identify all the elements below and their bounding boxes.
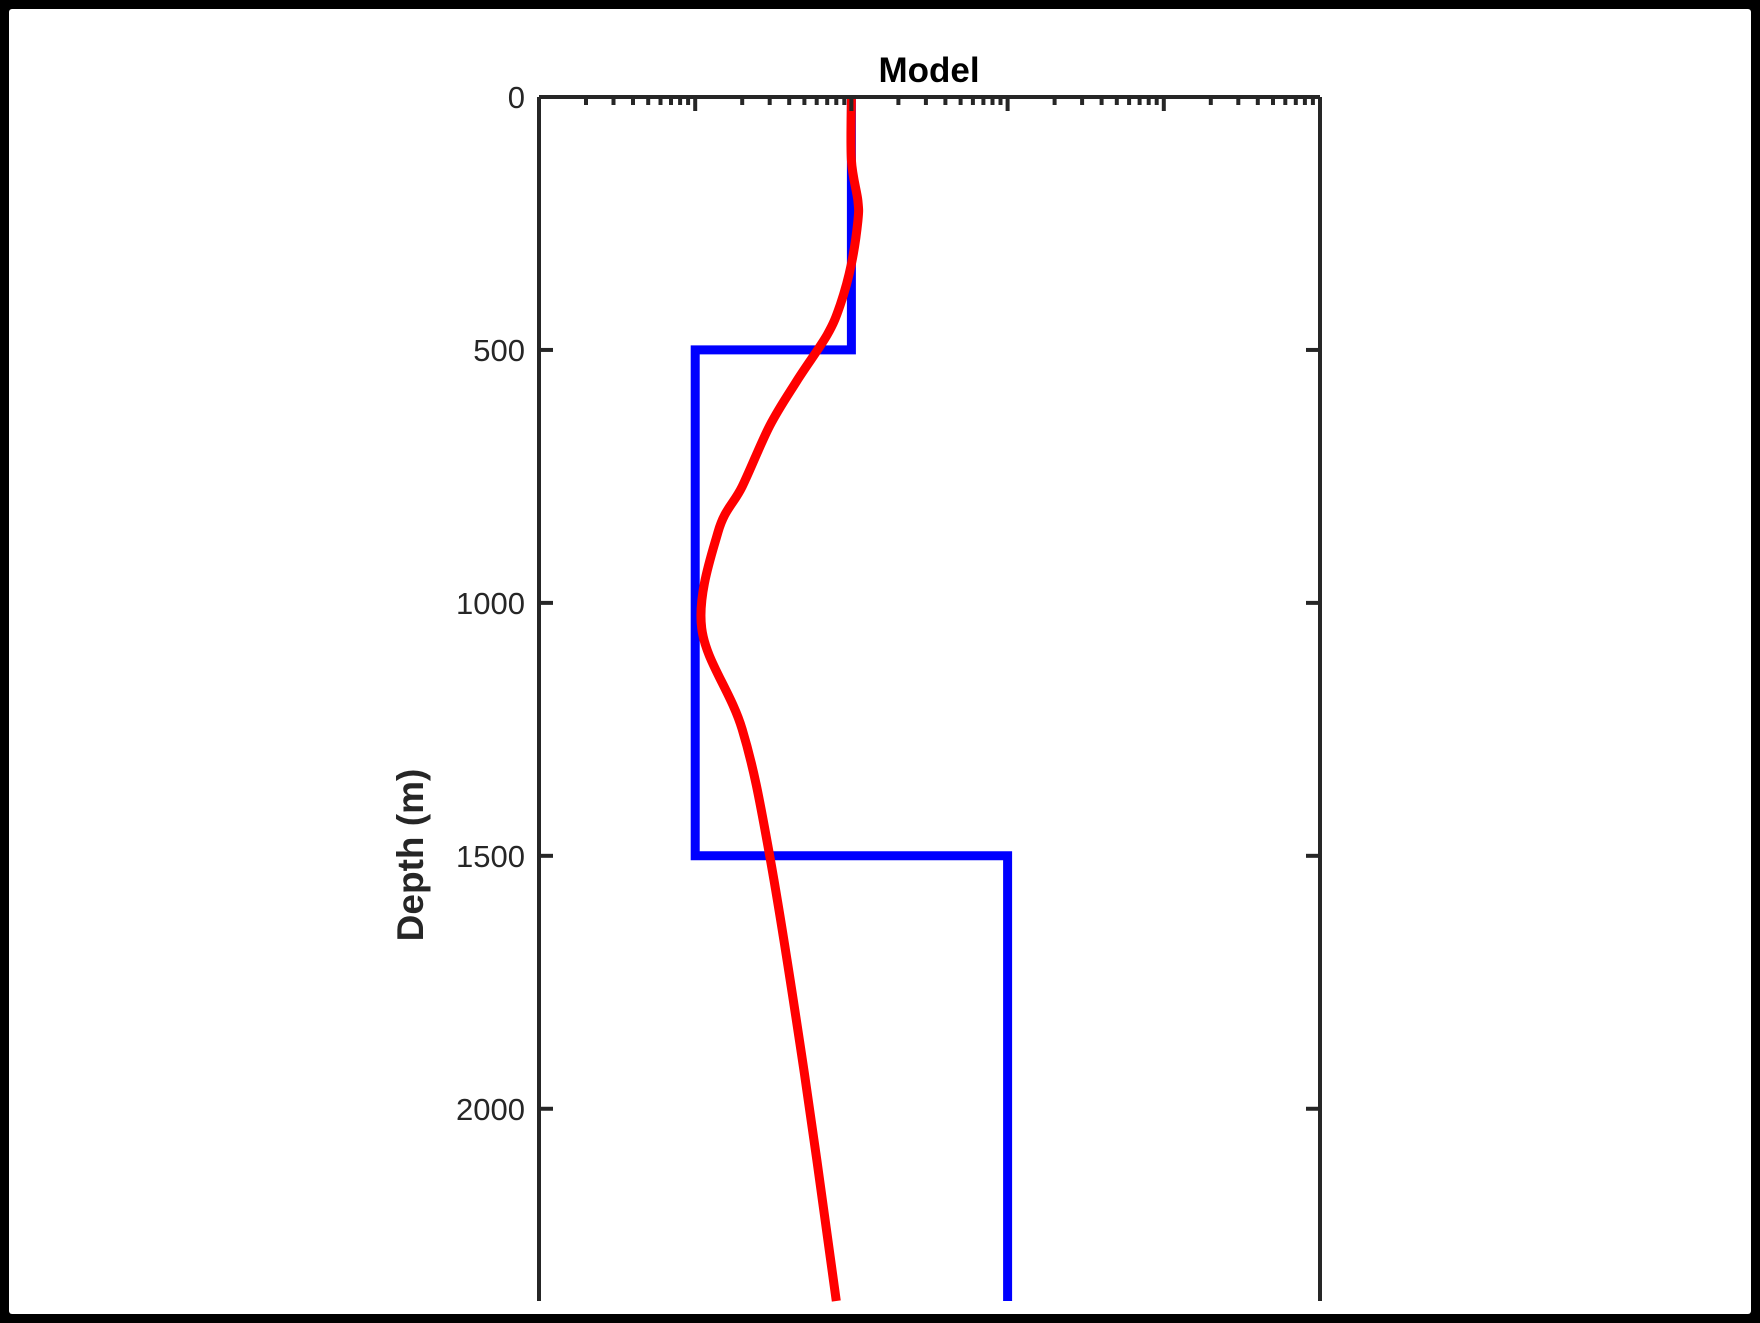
depth-model-chart: Model Depth (m) 0 500 1000 1500 2000 bbox=[390, 51, 1322, 1302]
series-layer bbox=[690, 96, 1013, 1302]
y-tick-label: 0 bbox=[508, 80, 525, 115]
y-axis-label: Depth (m) bbox=[390, 769, 431, 942]
chart-title: Model bbox=[878, 51, 979, 90]
y-tick-labels: 0 500 1000 1500 2000 bbox=[456, 80, 525, 1127]
y-tick-label: 2000 bbox=[456, 1092, 525, 1127]
series-line-1 bbox=[690, 97, 1013, 1301]
figure-canvas: Model Depth (m) 0 500 1000 1500 2000 bbox=[9, 9, 1751, 1314]
y-tick-label: 1000 bbox=[456, 586, 525, 621]
y-tick-marks bbox=[539, 95, 1320, 1111]
labels-layer: Model Depth (m) 0 500 1000 1500 2000 bbox=[390, 51, 980, 1127]
x-tick-marks bbox=[537, 97, 1322, 111]
series-line-2 bbox=[696, 96, 864, 1302]
y-tick-label: 1500 bbox=[456, 839, 525, 874]
y-tick-label: 500 bbox=[473, 333, 525, 368]
axes-layer bbox=[537, 95, 1322, 1301]
